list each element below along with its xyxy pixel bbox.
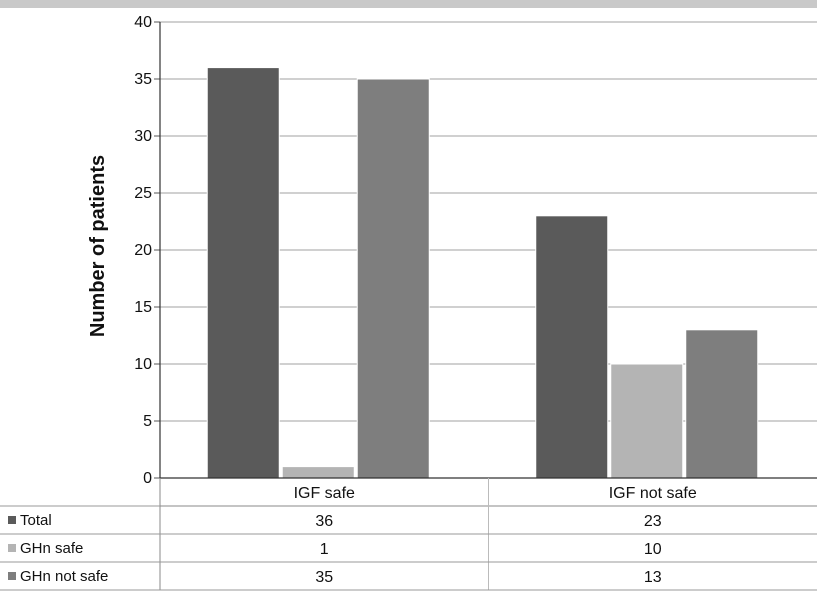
bars — [206, 67, 759, 479]
y-tick-label: 15 — [134, 299, 152, 316]
y-tick-label: 25 — [134, 185, 152, 202]
y-tick-label: 35 — [134, 71, 152, 88]
table-cell: 23 — [644, 513, 662, 530]
table-cell: 1 — [320, 541, 329, 558]
y-tick-label: 40 — [134, 14, 152, 31]
y-tick-label: 0 — [143, 470, 152, 487]
legend-label: GHn safe — [20, 540, 83, 557]
table-cell: 13 — [644, 569, 662, 586]
legend-label: GHn not safe — [20, 568, 108, 585]
legend-swatch — [8, 516, 16, 524]
bar-ghn-not-safe-igf-safe — [356, 78, 430, 479]
bar-total-igf-safe — [206, 67, 280, 479]
legend-swatch — [8, 572, 16, 580]
bar-ghn-safe-igf-safe — [281, 466, 355, 479]
x-category-label: IGF safe — [294, 485, 355, 502]
y-tick-label: 10 — [134, 356, 152, 373]
x-category-label: IGF not safe — [609, 485, 697, 502]
data-table: IGF safe IGF not safe Total 36 23 GHn safe 1 10… — [0, 478, 817, 591]
legend-swatch — [8, 544, 16, 552]
table-cell: 35 — [315, 569, 333, 586]
table-cell: 36 — [315, 513, 333, 530]
y-tick-label: 30 — [134, 128, 152, 145]
bar-ghn-safe-igf-not-safe — [610, 363, 684, 479]
y-tick-label: 5 — [143, 413, 152, 430]
top-border — [0, 0, 817, 8]
y-axis-label: Number of patients — [87, 155, 109, 337]
table-cell: 10 — [644, 541, 662, 558]
legend-label: Total — [20, 512, 52, 529]
bar-ghn-not-safe-igf-not-safe — [685, 329, 759, 479]
y-tick-labels: 0 5 10 15 20 25 30 35 40 — [134, 14, 152, 487]
y-tick-label: 20 — [134, 242, 152, 259]
bar-total-igf-not-safe — [535, 215, 609, 479]
